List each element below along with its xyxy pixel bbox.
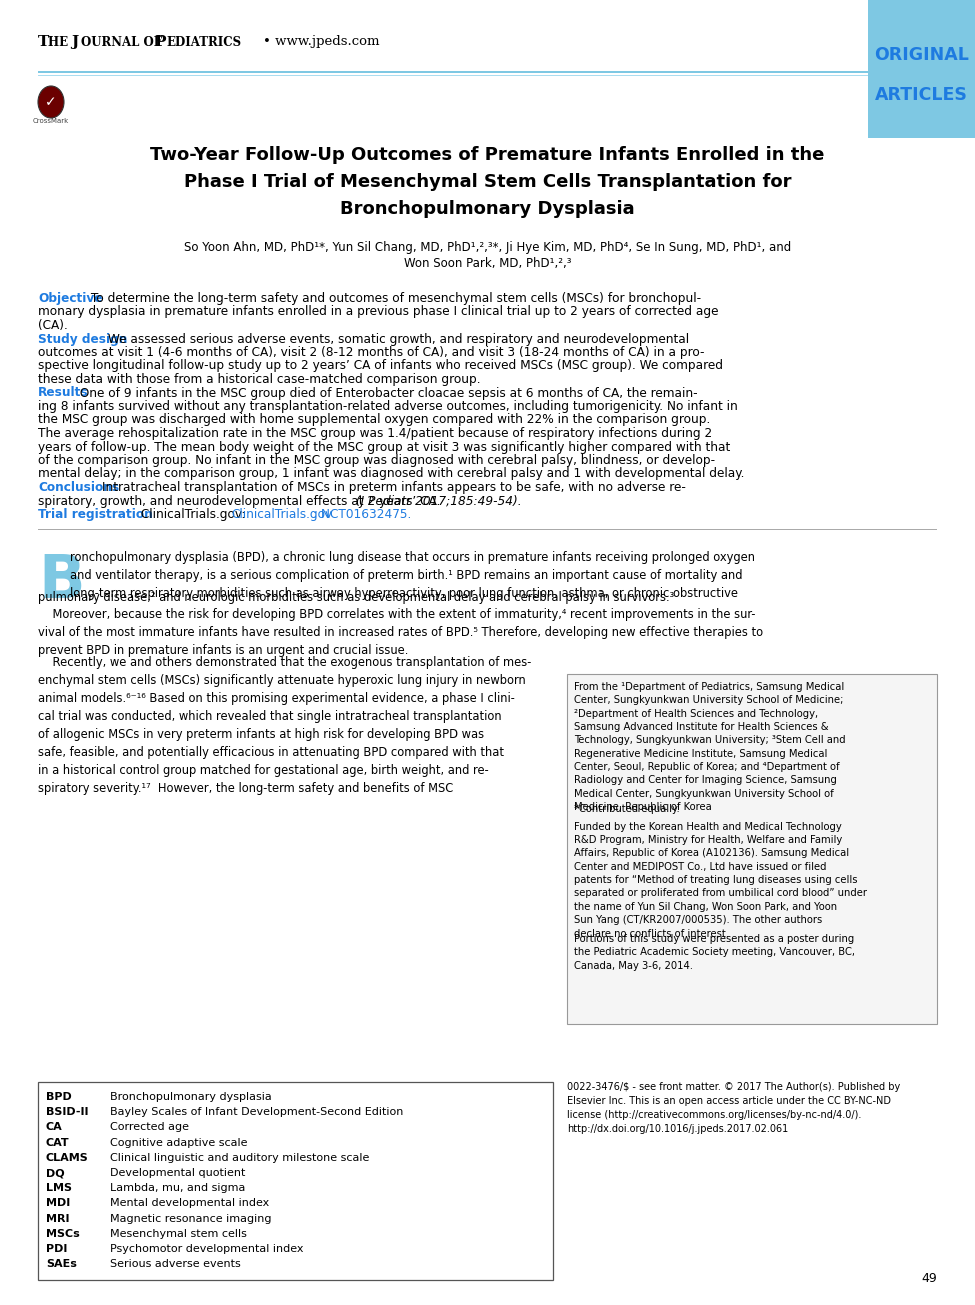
Text: Funded by the Korean Health and Medical Technology
R&D Program, Ministry for Hea: Funded by the Korean Health and Medical … <box>574 822 867 938</box>
Text: LMS: LMS <box>46 1184 72 1193</box>
Text: SAEs: SAEs <box>46 1259 77 1270</box>
Text: Results: Results <box>38 386 89 399</box>
Text: Intratracheal transplantation of MSCs in preterm infants appears to be safe, wit: Intratracheal transplantation of MSCs in… <box>98 482 686 495</box>
Bar <box>868 0 975 138</box>
Text: (J Pediatr 2017;185:49-54).: (J Pediatr 2017;185:49-54). <box>352 495 522 508</box>
Text: One of 9 infants in the MSC group died of Enterobacter cloacae sepsis at 6 month: One of 9 infants in the MSC group died o… <box>76 386 698 399</box>
Text: Conclusions: Conclusions <box>38 482 119 495</box>
Text: Portions of this study were presented as a poster during
the Pediatric Academic : Portions of this study were presented as… <box>574 934 855 971</box>
Text: (CA).: (CA). <box>38 318 67 331</box>
Ellipse shape <box>38 86 64 117</box>
Text: mental delay; in the comparison group, 1 infant was diagnosed with cerebral pals: mental delay; in the comparison group, 1… <box>38 467 744 480</box>
Text: Objective: Objective <box>38 292 102 305</box>
Text: ARTICLES: ARTICLES <box>876 86 968 104</box>
Text: PDI: PDI <box>46 1244 67 1254</box>
Text: Serious adverse events: Serious adverse events <box>110 1259 241 1270</box>
Text: pulmonary disease,² and neurologic morbidities such as developmental delay and c: pulmonary disease,² and neurologic morbi… <box>38 591 675 604</box>
Text: BSID-II: BSID-II <box>46 1107 89 1117</box>
Text: Corrected age: Corrected age <box>110 1122 189 1133</box>
Text: CLAMS: CLAMS <box>46 1152 89 1163</box>
Text: ClinicalTrials.gov: ClinicalTrials.gov <box>232 508 332 521</box>
Text: MRI: MRI <box>46 1214 69 1224</box>
Text: MDI: MDI <box>46 1198 70 1208</box>
Text: Clinical linguistic and auditory milestone scale: Clinical linguistic and auditory milesto… <box>110 1152 370 1163</box>
Text: Won Soon Park, MD, PhD¹,²,³: Won Soon Park, MD, PhD¹,²,³ <box>404 257 571 270</box>
Text: To determine the long-term safety and outcomes of mesenchymal stem cells (MSCs) : To determine the long-term safety and ou… <box>88 292 701 305</box>
Text: outcomes at visit 1 (4-6 months of CA), visit 2 (8-12 months of CA), and visit 3: outcomes at visit 1 (4-6 months of CA), … <box>38 346 705 359</box>
Text: B: B <box>38 552 85 611</box>
Text: CAT: CAT <box>46 1138 69 1147</box>
Text: Recently, we and others demonstrated that the exogenous transplantation of mes-
: Recently, we and others demonstrated tha… <box>38 656 531 795</box>
Text: Bayley Scales of Infant Development-Second Edition: Bayley Scales of Infant Development-Seco… <box>110 1107 404 1117</box>
Text: Bronchopulmonary Dysplasia: Bronchopulmonary Dysplasia <box>340 200 635 218</box>
Text: CrossMark: CrossMark <box>33 117 69 124</box>
Text: Developmental quotient: Developmental quotient <box>110 1168 246 1178</box>
Text: MSCs: MSCs <box>46 1229 80 1238</box>
Text: monary dysplasia in premature infants enrolled in a previous phase I clinical tr: monary dysplasia in premature infants en… <box>38 305 719 318</box>
Text: So Yoon Ahn, MD, PhD¹*, Yun Sil Chang, MD, PhD¹,²,³*, Ji Hye Kim, MD, PhD⁴, Se I: So Yoon Ahn, MD, PhD¹*, Yun Sil Chang, M… <box>184 241 791 254</box>
Text: Two-Year Follow-Up Outcomes of Premature Infants Enrolled in the: Two-Year Follow-Up Outcomes of Premature… <box>150 146 825 164</box>
Text: ✓: ✓ <box>45 95 57 110</box>
Text: spective longitudinal follow-up study up to 2 years’ CA of infants who received : spective longitudinal follow-up study up… <box>38 359 723 372</box>
Text: BPD: BPD <box>46 1092 72 1101</box>
Bar <box>38 70 868 73</box>
Text: The average rehospitalization rate in the MSC group was 1.4/patient because of r: The average rehospitalization rate in th… <box>38 427 713 440</box>
Text: We assessed serious adverse events, somatic growth, and respiratory and neurodev: We assessed serious adverse events, soma… <box>103 333 689 346</box>
Text: From the ¹Department of Pediatrics, Samsung Medical
Center, Sungkyunkwan Univers: From the ¹Department of Pediatrics, Sams… <box>574 683 845 812</box>
Text: Mental developmental index: Mental developmental index <box>110 1198 269 1208</box>
Text: the MSC group was discharged with home supplemental oxygen compared with 22% in : the MSC group was discharged with home s… <box>38 414 710 427</box>
Text: T: T <box>38 35 50 50</box>
Text: ORIGINAL: ORIGINAL <box>874 46 969 64</box>
Text: ing 8 infants survived without any transplantation-related adverse outcomes, inc: ing 8 infants survived without any trans… <box>38 401 738 412</box>
Text: OURNAL OF: OURNAL OF <box>81 35 166 48</box>
Text: CA: CA <box>46 1122 62 1133</box>
Text: of the comparison group. No infant in the MSC group was diagnosed with cerebral : of the comparison group. No infant in th… <box>38 454 715 467</box>
Text: Bronchopulmonary dysplasia: Bronchopulmonary dysplasia <box>110 1092 272 1101</box>
Text: ronchopulmonary dysplasia (BPD), a chronic lung disease that occurs in premature: ronchopulmonary dysplasia (BPD), a chron… <box>70 552 755 600</box>
Text: 0022-3476/$ - see front matter. © 2017 The Author(s). Published by
Elsevier Inc.: 0022-3476/$ - see front matter. © 2017 T… <box>567 1082 900 1134</box>
Text: J: J <box>71 35 78 50</box>
Text: : NCT01632475.: : NCT01632475. <box>313 508 411 521</box>
Text: Moreover, because the risk for developing BPD correlates with the extent of imma: Moreover, because the risk for developin… <box>38 608 763 658</box>
Text: Lambda, mu, and sigma: Lambda, mu, and sigma <box>110 1184 246 1193</box>
Text: EDIATRICS: EDIATRICS <box>166 35 241 48</box>
Text: years of follow-up. The mean body weight of the MSC group at visit 3 was signifi: years of follow-up. The mean body weight… <box>38 441 730 454</box>
Text: DQ: DQ <box>46 1168 64 1178</box>
Text: 49: 49 <box>921 1272 937 1285</box>
Bar <box>38 1082 553 1280</box>
Text: Magnetic resonance imaging: Magnetic resonance imaging <box>110 1214 271 1224</box>
Text: Study design: Study design <box>38 333 128 346</box>
Text: *Contributed equally.: *Contributed equally. <box>574 804 680 814</box>
Text: Trial registration: Trial registration <box>38 508 153 521</box>
Bar <box>567 673 937 1024</box>
Text: P: P <box>154 35 166 50</box>
Text: Psychomotor developmental index: Psychomotor developmental index <box>110 1244 303 1254</box>
Text: Phase I Trial of Mesenchymal Stem Cells Transplantation for: Phase I Trial of Mesenchymal Stem Cells … <box>183 174 792 191</box>
Text: Cognitive adaptive scale: Cognitive adaptive scale <box>110 1138 248 1147</box>
Text: spiratory, growth, and neurodevelopmental effects at 2 years’ CA.: spiratory, growth, and neurodevelopmenta… <box>38 495 441 508</box>
Text: ClinicalTrials.gov:: ClinicalTrials.gov: <box>136 508 249 521</box>
Text: these data with those from a historical case-matched comparison group.: these data with those from a historical … <box>38 373 481 386</box>
Text: Mesenchymal stem cells: Mesenchymal stem cells <box>110 1229 247 1238</box>
Text: HE: HE <box>48 35 72 48</box>
Text: • www.jpeds.com: • www.jpeds.com <box>263 35 379 48</box>
